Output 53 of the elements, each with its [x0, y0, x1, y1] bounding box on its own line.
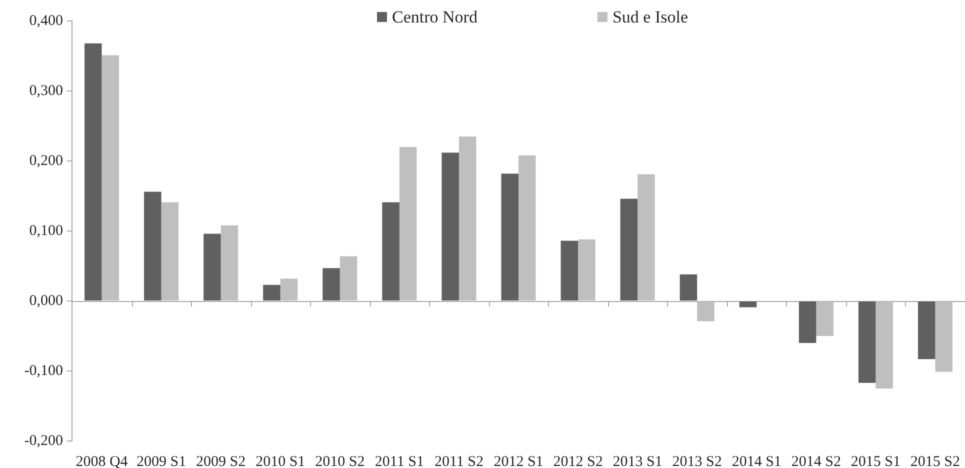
bar [518, 155, 536, 300]
y-tick-label: 0,000 [29, 292, 63, 309]
x-tick-label: 2008 Q4 [76, 454, 128, 468]
bar [578, 239, 596, 300]
bar [442, 152, 459, 300]
x-tick-label: 2015 S1 [850, 454, 900, 468]
y-tick-label: -0,100 [24, 362, 63, 379]
bar [816, 302, 834, 336]
bar [144, 192, 162, 300]
bar [399, 147, 417, 300]
bar [501, 174, 518, 300]
x-tick-label: 2010 S2 [315, 454, 365, 468]
bar [220, 225, 238, 300]
bar [858, 302, 876, 383]
x-tick-label: 2013 S2 [672, 454, 722, 468]
legend-label: Centro Nord [392, 7, 478, 26]
bar [680, 274, 698, 300]
y-tick-label: 0,100 [29, 222, 63, 239]
bar [798, 302, 816, 343]
x-tick-label: 2014 S2 [791, 454, 841, 468]
legend-label: Sud e Isole [612, 7, 688, 26]
bar [458, 136, 476, 300]
bar [697, 302, 714, 322]
y-tick-label: -0,200 [24, 432, 63, 449]
bar [84, 43, 102, 300]
y-tick-label: 0,400 [29, 12, 63, 29]
bar [161, 202, 179, 300]
bar [204, 234, 221, 300]
x-tick-label: 2009 S1 [136, 454, 186, 468]
y-tick-label: 0,300 [29, 82, 63, 99]
bar [280, 278, 298, 300]
bar [638, 174, 655, 300]
x-tick-label: 2011 S1 [374, 454, 424, 468]
bar [263, 284, 280, 300]
bar [560, 240, 578, 300]
bar [620, 198, 638, 300]
bar [918, 302, 936, 360]
y-tick-label: 0,200 [29, 152, 63, 169]
x-tick-label: 2009 S2 [196, 454, 246, 468]
bar [102, 55, 120, 300]
bar [876, 302, 893, 388]
x-tick-label: 2011 S2 [434, 454, 484, 468]
bar [340, 256, 358, 300]
x-tick-label: 2012 S1 [494, 454, 544, 468]
x-tick-label: 2012 S2 [553, 454, 603, 468]
x-tick-label: 2014 S1 [732, 454, 782, 468]
bar [382, 202, 400, 300]
x-tick-label: 2010 S1 [256, 454, 306, 468]
bar [739, 302, 757, 308]
x-tick-label: 2013 S1 [612, 454, 662, 468]
x-tick-label: 2015 S2 [910, 454, 960, 468]
bar [322, 268, 340, 300]
bar [935, 302, 952, 372]
